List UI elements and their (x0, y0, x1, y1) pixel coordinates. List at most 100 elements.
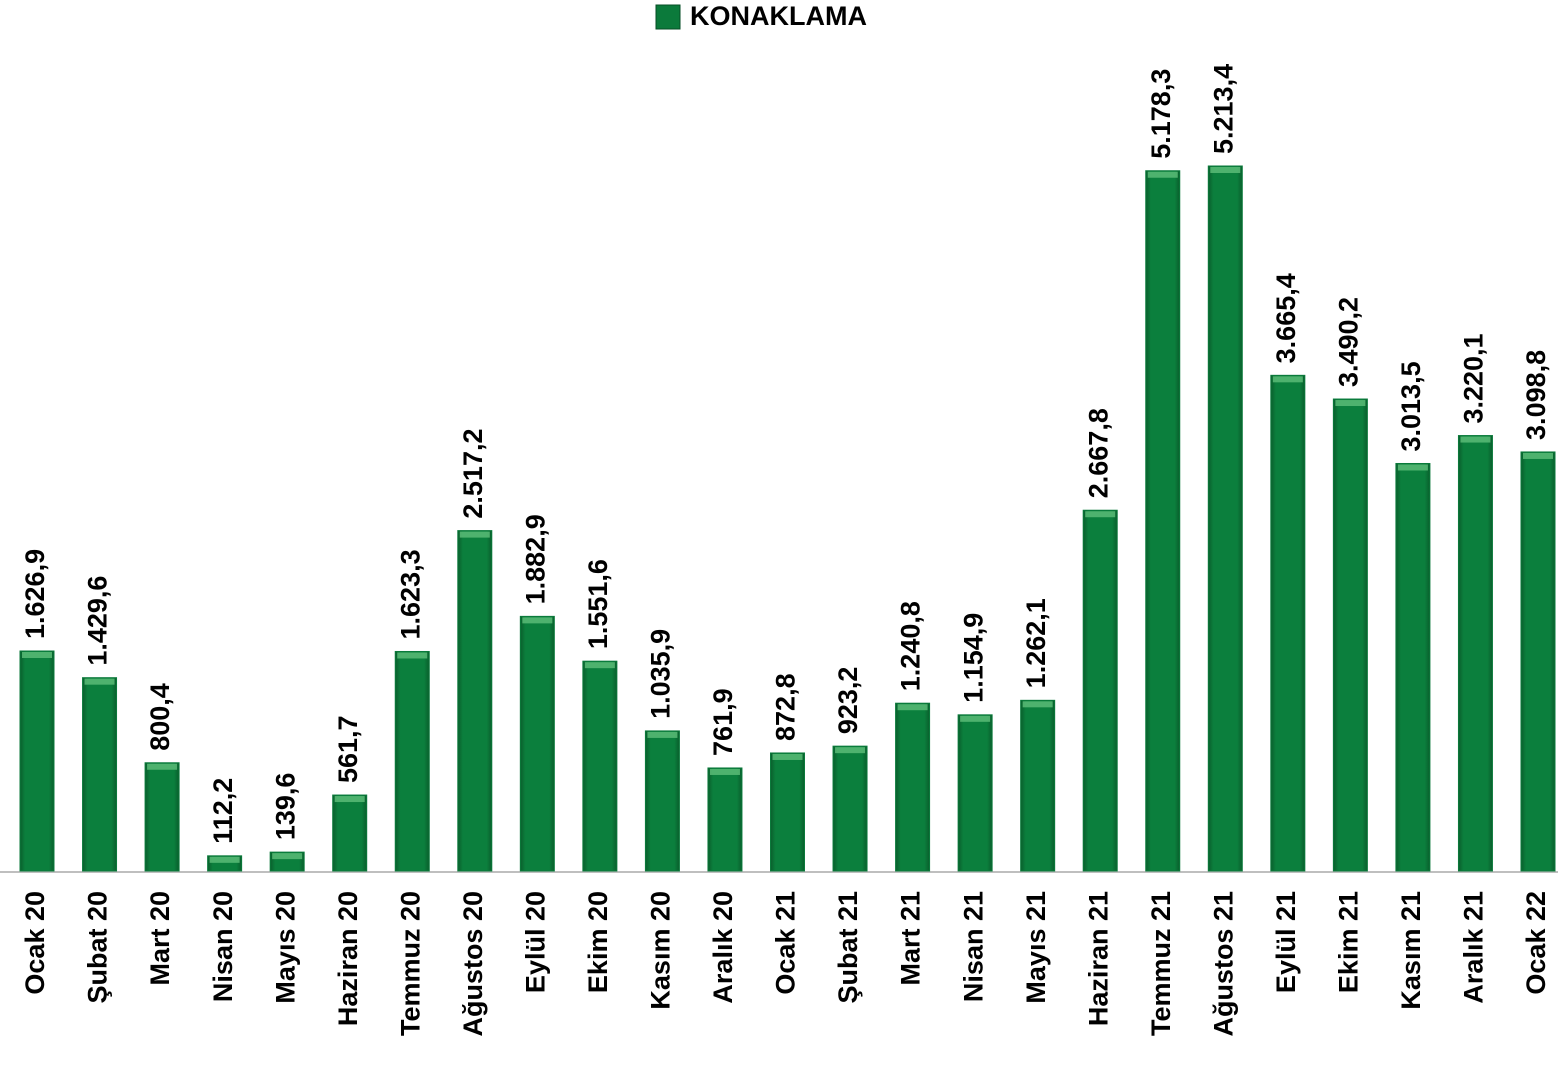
x-tick-label: Haziran 20 (333, 891, 363, 1026)
x-tick-label: Temmuz 21 (1146, 891, 1176, 1036)
bar-bevel (1022, 701, 1053, 708)
x-tick-label: Ağustos 21 (1208, 891, 1238, 1037)
bar-bevel (84, 678, 115, 685)
x-tick-label: Kasım 20 (646, 891, 676, 1010)
value-label: 3.220,1 (1459, 333, 1489, 423)
bar-bevel (147, 763, 178, 770)
x-tick-label: Eylül 21 (1271, 891, 1301, 993)
x-tick-label: Temmuz 20 (395, 891, 425, 1036)
bar (895, 702, 931, 872)
bar (1395, 462, 1431, 872)
value-label: 1.035,9 (646, 629, 676, 719)
value-label: 5.213,4 (1208, 64, 1238, 154)
bar-bevel (459, 531, 490, 538)
bar (644, 730, 680, 872)
value-label: 872,8 (771, 673, 801, 741)
value-label: 3.098,8 (1521, 350, 1551, 440)
x-tick-label: Aralık 21 (1459, 891, 1489, 1004)
value-label: 800,4 (145, 683, 175, 751)
bar-bevel (22, 651, 52, 658)
value-label: 923,2 (833, 667, 863, 735)
value-label: 1.551,6 (583, 559, 613, 649)
bar (332, 794, 368, 872)
bar-bevel (709, 768, 740, 775)
bar (1270, 374, 1306, 872)
bar-bevel (772, 753, 803, 760)
bar-bevel (1335, 400, 1366, 407)
bar-bevel (397, 652, 428, 659)
x-tick-label: Ağustos 20 (458, 891, 488, 1037)
bar-bevel (1085, 511, 1116, 518)
bar (957, 714, 993, 872)
x-tick-label: Şubat 20 (83, 891, 113, 1004)
bar (394, 650, 430, 872)
value-label: 2.517,2 (458, 429, 488, 519)
x-tick-label: Ekim 21 (1334, 891, 1364, 993)
bar (457, 530, 493, 872)
value-label: 561,7 (333, 715, 363, 783)
bar (1145, 170, 1181, 872)
bar (770, 752, 805, 872)
bar-bevel (1147, 171, 1178, 178)
value-label: 1.626,9 (20, 549, 50, 639)
bar-bevel (1210, 167, 1241, 173)
value-label: 112,2 (208, 778, 238, 844)
bar-bevel (1460, 436, 1491, 443)
bar-bevel (1397, 464, 1428, 471)
x-tick-label: Mart 20 (145, 891, 175, 986)
x-tick-label: Nisan 20 (208, 891, 238, 1002)
bar (1082, 509, 1118, 872)
bar (707, 767, 743, 872)
bar (1207, 165, 1243, 872)
x-tick-label: Ocak 21 (771, 891, 801, 995)
bar-bevel (897, 704, 928, 711)
value-label: 3.490,2 (1334, 297, 1364, 387)
x-tick-label: Aralık 20 (708, 891, 738, 1004)
value-label: 3.013,5 (1396, 361, 1426, 451)
bar (519, 615, 555, 872)
bar-bevel (584, 662, 615, 669)
x-tick-label: Ocak 22 (1521, 891, 1551, 995)
bar (19, 650, 55, 872)
bar (1457, 435, 1493, 872)
value-label: 2.667,8 (1083, 408, 1113, 498)
bar (1332, 398, 1368, 872)
value-label: 139,6 (270, 773, 300, 841)
value-label: 3.665,4 (1271, 273, 1301, 363)
bar (82, 677, 118, 872)
bar (1520, 451, 1556, 872)
value-label: 1.429,6 (83, 576, 113, 666)
x-tick-label: Mayıs 21 (1021, 891, 1051, 1004)
x-tick-label: Ekim 20 (583, 891, 613, 993)
x-tick-label: Mart 21 (896, 891, 926, 986)
bar-bevel (1523, 452, 1553, 459)
value-label: 1.154,9 (958, 613, 988, 703)
x-tick-label: Nisan 21 (958, 891, 988, 1002)
value-label: 1.882,9 (520, 514, 550, 604)
value-label: 1.623,3 (395, 549, 425, 639)
bar (1020, 699, 1056, 872)
value-label: 5.178,3 (1146, 69, 1176, 159)
bar-bevel (209, 856, 240, 863)
bar-bevel (1272, 376, 1303, 383)
x-tick-label: Ocak 20 (20, 891, 50, 995)
bar (144, 762, 180, 872)
bar-bevel (522, 617, 553, 624)
legend-swatch (655, 4, 681, 30)
bar-bevel (272, 853, 303, 860)
bar-bevel (960, 715, 991, 722)
value-label: 761,9 (708, 688, 738, 756)
x-tick-label: Haziran 21 (1083, 891, 1113, 1026)
bar (832, 745, 868, 872)
legend-label: KONAKLAMA (690, 1, 867, 31)
value-label: 1.262,1 (1021, 598, 1051, 688)
x-tick-label: Mayıs 20 (270, 891, 300, 1004)
x-tick-label: Kasım 21 (1396, 891, 1426, 1010)
value-label: 1.240,8 (896, 601, 926, 691)
bar-bevel (835, 747, 866, 754)
bar-bevel (334, 796, 365, 803)
x-tick-label: Şubat 21 (833, 891, 863, 1004)
bar (582, 660, 618, 872)
x-tick-label: Eylül 20 (520, 891, 550, 993)
